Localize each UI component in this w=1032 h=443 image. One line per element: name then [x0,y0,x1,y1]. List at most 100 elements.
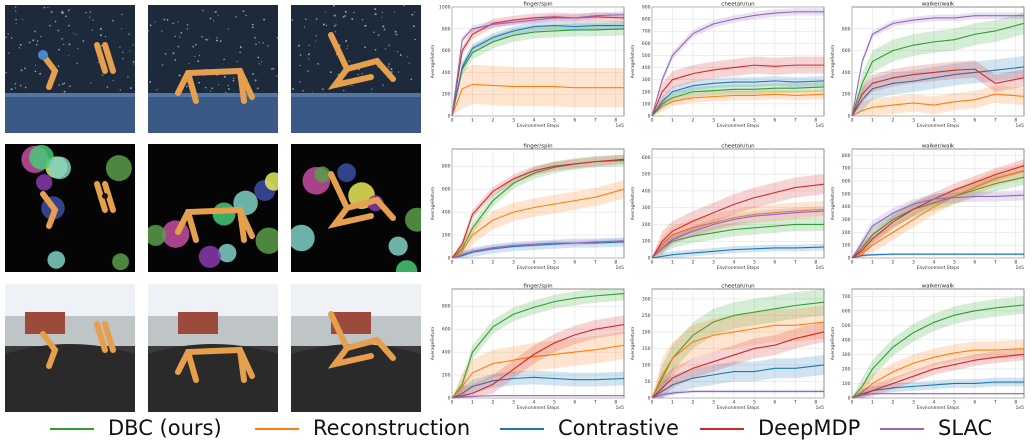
y-tick-label: 0 [648,396,651,402]
x-axis-label: Environment Steps [917,405,960,411]
env-frame-image [5,284,135,412]
x-axis-multiplier: 1e5 [616,265,625,271]
chart-svg: walker/walk 0 1 2 3 4 5 6 7 8 0 200 400 600 800 Environ… [830,2,1025,129]
x-axis-multiplier: 1e5 [1016,405,1025,411]
y-tick-label: 600 [842,179,851,185]
chart-svg: walker/walk 0 1 2 3 4 5 6 7 8 0 100 200 300 400 500 600 7… [830,144,1025,271]
y-tick-label: 200 [642,89,651,95]
x-tick-label: 5 [753,260,756,266]
series-band-deepmdp [452,154,624,258]
chart-walker-walk: walker/walk 0 1 2 3 4 5 6 7 8 0 100 200 300 400 500 600 7… [830,142,1030,280]
legend-label: Contrastive [558,416,679,440]
y-tick-label: 100 [842,243,851,249]
x-tick-label: 1 [471,400,474,406]
series-line-slac [451,14,625,117]
series-line-dbc [651,223,824,259]
env-frame [291,144,421,272]
x-tick-label: 8 [1014,118,1017,124]
series-band-reconstruction [452,64,624,116]
x-tick-label: 1 [471,118,474,124]
x-tick-label: 8 [814,118,817,124]
env-frame [291,284,421,412]
series-line-dbc [451,28,625,117]
series-band-deepmdp [652,174,824,258]
x-tick-label: 0 [851,260,854,266]
x-tick-label: 2 [492,260,495,266]
y-tick-label: 600 [642,41,651,47]
x-tick-label: 2 [892,260,895,266]
y-tick-label: 400 [842,337,851,343]
series-band-reconstruction [652,89,824,116]
x-tick-label: 6 [773,118,776,124]
env-frame [291,5,421,133]
x-tick-label: 8 [1014,260,1017,266]
series-line-slac [651,11,824,117]
x-tick-label: 7 [994,118,997,124]
legend-swatch [880,428,924,430]
y-tick-label: 0 [448,396,451,402]
env-frame [148,144,278,272]
series-line-dbc [851,22,1025,117]
series-band-dbc [452,154,624,258]
series-line-reconstruction [451,188,625,259]
x-axis-multiplier: 1e5 [1016,265,1025,271]
series-line-slac [451,240,625,259]
legend-swatch [500,428,544,430]
y-tick-label: 300 [642,77,651,83]
x-tick-label: 5 [953,260,956,266]
x-axis-multiplier: 1e5 [816,405,825,411]
env-frame-image [291,5,421,133]
x-axis-multiplier: 1e5 [816,123,825,129]
env-frame-image [148,5,278,133]
x-tick-label: 7 [794,118,797,124]
legend-label: DeepMDP [758,416,861,440]
y-tick-label: 500 [642,53,651,59]
legend-swatch [700,428,744,430]
x-tick-label: 4 [932,118,935,124]
y-tick-label: 200 [842,366,851,372]
y-tick-label: 600 [842,308,851,314]
x-tick-label: 3 [512,260,515,266]
x-axis-label: Environment Steps [917,123,960,129]
x-tick-label: 8 [614,118,617,124]
series-line-reconstruction [451,83,624,117]
agent-figure [327,171,396,229]
series-band-dbc [652,217,824,258]
env-frame [148,284,278,412]
series-line-contrastive [651,80,825,117]
chart-finger-spin: finger/spin 0 1 2 3 4 5 6 7 8 0 200 400 600 800 Environ… [430,142,630,280]
x-tick-label: 1 [871,118,874,124]
y-axis-label: AverageReturn [430,45,436,79]
y-tick-label: 0 [848,114,851,120]
y-tick-label: 700 [842,294,851,300]
y-axis-label: AverageReturn [830,327,836,361]
y-tick-label: 100 [642,101,651,107]
series-line-deepmdp [851,353,1025,399]
series-line-slac [851,15,1024,117]
y-tick-label: 800 [442,304,451,310]
series-line-dbc [851,304,1025,399]
series-line-slac [851,393,1024,399]
y-tick-label: 400 [842,70,851,76]
y-tick-label: 100 [642,362,651,368]
series-line-slac [651,210,825,259]
y-tick-label: 700 [642,29,651,35]
x-axis-label: Environment Steps [917,265,960,271]
chart-svg: cheetah/run 0 1 2 3 4 5 6 7 8 0 50 100 150 200 250 300 En… [630,284,825,411]
chart-title: finger/spin [523,144,553,150]
chart-walker-walk: walker/walk 0 1 2 3 4 5 6 7 8 0 200 400 600 800 Environ… [830,0,1030,138]
x-tick-label: 6 [973,260,976,266]
y-tick-label: 100 [642,239,651,245]
series-line-slac [851,194,1025,259]
x-tick-label: 1 [471,260,474,266]
x-tick-label: 6 [973,400,976,406]
y-tick-label: 200 [442,233,451,239]
series-line-reconstruction [451,344,625,399]
y-tick-label: 250 [642,313,651,319]
y-tick-label: 600 [842,48,851,54]
x-tick-label: 6 [573,400,576,406]
x-tick-label: 3 [712,400,715,406]
series-line-deepmdp [651,64,824,117]
series-band-contrastive [452,370,624,398]
series-line-deepmdp [451,158,625,259]
